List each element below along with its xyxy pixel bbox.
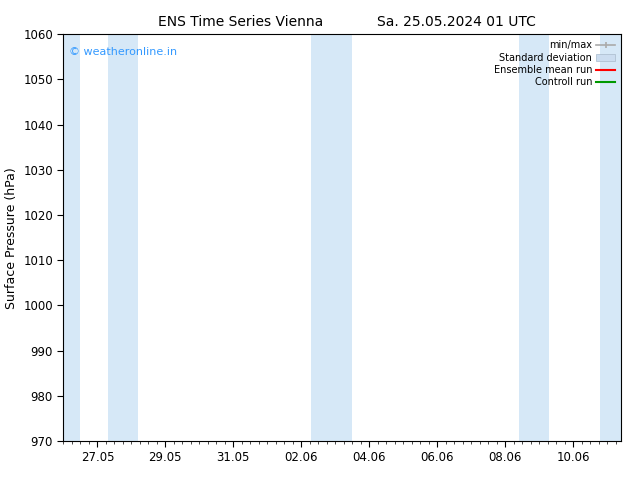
Bar xyxy=(63,34,81,441)
Y-axis label: Surface Pressure (hPa): Surface Pressure (hPa) xyxy=(4,167,18,309)
Bar xyxy=(108,34,138,441)
Text: © weatheronline.in: © weatheronline.in xyxy=(69,47,177,56)
Text: Sa. 25.05.2024 01 UTC: Sa. 25.05.2024 01 UTC xyxy=(377,15,536,29)
Bar xyxy=(519,34,549,441)
Legend: min/max, Standard deviation, Ensemble mean run, Controll run: min/max, Standard deviation, Ensemble me… xyxy=(489,36,619,91)
Bar xyxy=(311,34,353,441)
Bar xyxy=(600,34,621,441)
Text: ENS Time Series Vienna: ENS Time Series Vienna xyxy=(158,15,323,29)
